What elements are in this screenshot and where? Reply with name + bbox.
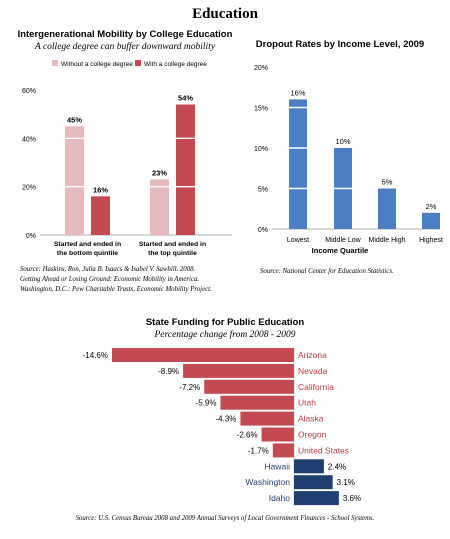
legend-swatch-without-degree — [52, 60, 58, 66]
mobility-y-tick-label: 40% — [22, 136, 36, 143]
dropout-category-label: Middle Low — [325, 237, 361, 244]
mobility-bar — [150, 179, 169, 235]
state-funding-category-label: Utah — [298, 398, 316, 408]
mobility-source-line-3: Washington, D.C.: Pew Charitable Trusts,… — [20, 286, 212, 293]
state-funding-bar — [240, 411, 294, 426]
state-funding-category-label: Oregon — [298, 430, 327, 440]
mobility-value-label: 45% — [67, 115, 82, 124]
dropout-chart-title: Dropout Rates by Income Level, 2009 — [256, 39, 424, 50]
mobility-y-tick-label: 20% — [22, 185, 36, 192]
mobility-source-line-2: Getting Ahead or Losing Ground: Economic… — [20, 276, 199, 283]
state-funding-title: State Funding for Public Education — [146, 317, 305, 328]
mobility-value-label: 54% — [178, 94, 193, 103]
mobility-chart: 0% 20% 40% 60% 45% 16% Started and ended in the… — [22, 88, 232, 257]
state-funding-category-label: United States — [298, 445, 349, 455]
state-funding-category-label: Idaho — [269, 493, 291, 503]
dropout-value-label: 16% — [290, 88, 305, 97]
state-funding-category-label: California — [298, 382, 334, 392]
dropout-source: Source: National Center for Education St… — [260, 268, 394, 275]
dropout-bar — [378, 188, 396, 229]
dropout-category-label: Lowest — [287, 237, 309, 244]
state-funding-value-label: -8.9% — [158, 367, 179, 376]
state-funding-category-label: Nevada — [298, 366, 328, 376]
mobility-category-label: the bottom quintile — [57, 250, 118, 257]
mobility-value-label: 23% — [152, 168, 167, 177]
state-funding-category-label: Hawaii — [264, 461, 290, 471]
state-funding-subtitle: Percentage change from 2008 - 2009 — [154, 329, 296, 340]
dropout-y-tick-label: 10% — [254, 146, 268, 153]
state-funding-value-label: -4.3% — [215, 415, 236, 424]
state-funding-value-label: 2.4% — [328, 462, 346, 471]
state-funding-bar — [294, 459, 324, 474]
mobility-chart-title: Intergenerational Mobility by College Ed… — [18, 29, 233, 40]
mobility-value-label: 16% — [93, 185, 108, 194]
dropout-y-tick-label: 0% — [258, 227, 268, 234]
state-funding-bar — [183, 363, 294, 378]
state-funding-value-label: -2.6% — [237, 431, 258, 440]
mobility-chart-subtitle: A college degree can buffer downward mob… — [34, 41, 216, 52]
state-funding-chart: -14.6% Arizona -8.9% Nevada -7.2% California -… — [83, 346, 361, 507]
dropout-value-label: 2% — [426, 202, 437, 211]
mobility-y-tick-label: 0% — [26, 233, 36, 240]
mobility-bar — [65, 126, 84, 235]
state-funding-bar — [294, 491, 339, 506]
state-funding-value-label: -5.9% — [196, 399, 217, 408]
mobility-category-label: Started and ended in — [139, 241, 206, 248]
state-funding-bar — [261, 427, 294, 442]
dropout-category-label: Middle High — [369, 237, 406, 244]
state-funding-source: Source: U.S. Census Bureau 2008 and 2009… — [76, 515, 375, 522]
mobility-bar — [91, 196, 110, 235]
legend-label-with-degree: With a college degree — [144, 61, 207, 68]
dropout-value-label: 10% — [335, 137, 350, 146]
state-funding-category-label: Arizona — [298, 350, 327, 360]
state-funding-bar — [272, 443, 294, 458]
state-funding-value-label: -7.2% — [179, 383, 200, 392]
state-funding-value-label: -1.7% — [248, 446, 269, 455]
dropout-y-tick-label: 5% — [258, 187, 268, 194]
state-funding-bar — [294, 475, 333, 490]
state-funding-value-label: 3.1% — [337, 478, 355, 487]
dropout-value-label: 5% — [382, 178, 393, 187]
dropout-chart: 0% 5% 10% 15% 20% 16% Lowest 10% Middle Low 5% Mid… — [254, 65, 443, 244]
legend-swatch-with-degree — [135, 60, 141, 66]
state-funding-bar — [204, 379, 294, 394]
mobility-category-label: the top quintile — [148, 250, 197, 257]
state-funding-bar — [112, 348, 294, 362]
dropout-y-tick-label: 15% — [254, 106, 268, 113]
state-funding-category-label: Alaska — [298, 414, 324, 424]
mobility-bar — [176, 104, 195, 235]
legend-label-without-degree: Without a college degree — [61, 61, 133, 68]
mobility-category-label: Started and ended in — [54, 241, 121, 248]
page-title: Education — [192, 6, 259, 22]
mobility-y-tick-label: 60% — [22, 88, 36, 95]
state-funding-value-label: 3.6% — [343, 494, 361, 503]
dropout-bar — [289, 99, 307, 230]
dropout-category-label: Highest — [419, 237, 443, 244]
dropout-y-tick-label: 20% — [254, 65, 268, 72]
dropout-x-axis-label: Income Quartile — [312, 246, 369, 255]
mobility-source-line-1: Source: Haskins, Ron, Julia B. Isaacs & … — [20, 266, 195, 273]
state-funding-bar — [220, 395, 294, 410]
dropout-bar — [422, 212, 440, 229]
state-funding-category-label: Washington — [245, 477, 290, 487]
state-funding-value-label: -14.6% — [83, 351, 108, 360]
